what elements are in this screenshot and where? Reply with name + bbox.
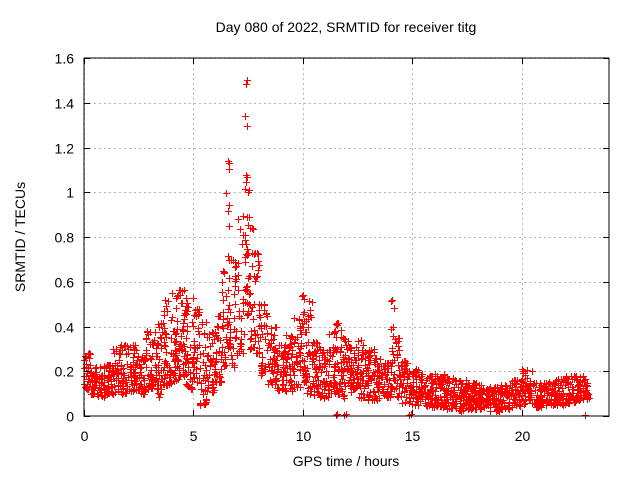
y-axis-label: SRMTID / TECUs [12,182,28,292]
x-tick-label: 10 [296,428,312,444]
y-tick-label: 0.6 [55,275,75,291]
x-axis-label: GPS time / hours [293,453,400,469]
y-tick-label: 1.2 [55,141,75,157]
y-tick-label: 1 [66,185,74,201]
y-tick-label: 0.8 [55,230,75,246]
x-tick-labels: 0 5 10 15 20 [81,428,531,444]
x-tick-label: 15 [405,428,421,444]
plot-title: Day 080 of 2022, SRMTID for receiver tit… [216,19,477,35]
x-tick-label: 0 [81,428,89,444]
y-tick-label: 0 [66,409,74,425]
axis-ticks [84,58,609,417]
y-tick-label: 0.4 [55,320,75,336]
y-tick-label: 1.4 [55,96,75,112]
scatter-points [81,77,593,415]
x-tick-label: 5 [190,428,198,444]
y-tick-label: 1.6 [55,51,75,67]
y-tick-label: 0.2 [55,364,75,380]
y-tick-labels: 0 0.2 0.4 0.6 0.8 1 1.2 1.4 1.6 [55,51,75,425]
x-tick-label: 20 [515,428,531,444]
